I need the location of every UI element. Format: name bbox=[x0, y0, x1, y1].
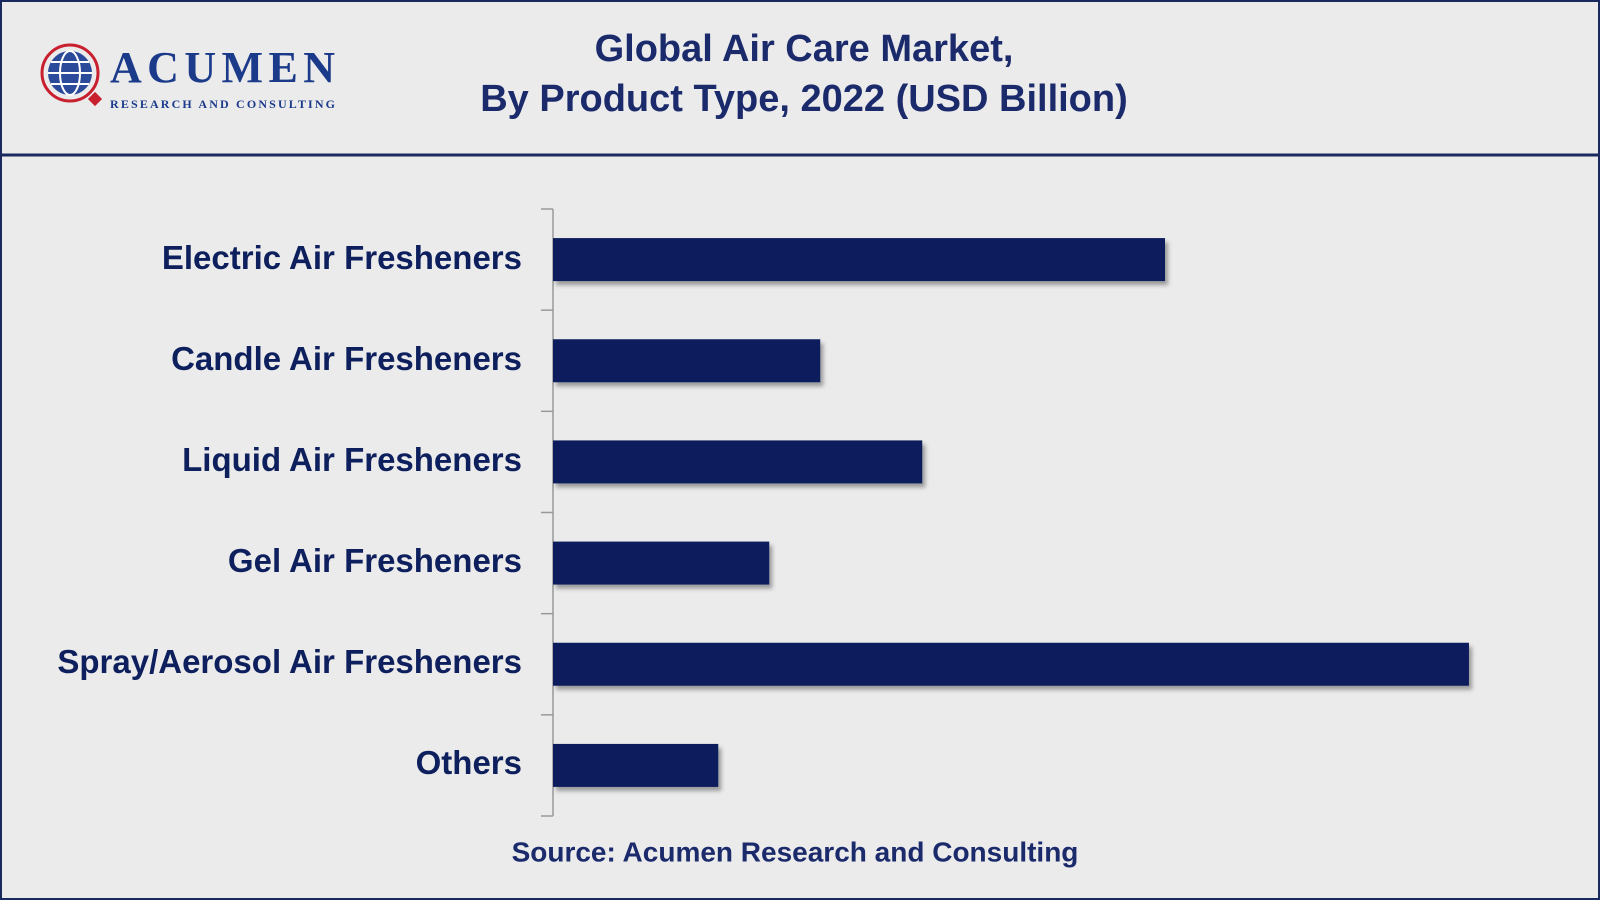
bar bbox=[553, 642, 1469, 686]
y-tick-label: Spray/Aerosol Air Fresheners bbox=[57, 643, 522, 681]
bar bbox=[553, 541, 770, 585]
y-tick-label: Candle Air Fresheners bbox=[171, 339, 522, 377]
chart-title: By Product Type, 2022 (USD Billion) bbox=[480, 78, 1128, 120]
logo-globe bbox=[40, 43, 103, 107]
bar bbox=[553, 743, 719, 787]
y-tick-label: Liquid Air Fresheners bbox=[182, 440, 522, 478]
source-note: Source: Acumen Research and Consulting bbox=[512, 836, 1079, 867]
bar bbox=[553, 238, 1165, 282]
bar bbox=[553, 440, 923, 484]
chart-title: Global Air Care Market, bbox=[595, 28, 1014, 70]
y-tick-label: Gel Air Fresheners bbox=[227, 542, 522, 580]
y-tick-label: Electric Air Fresheners bbox=[161, 238, 522, 276]
logo-tagline: RESEARCH AND CONSULTING bbox=[110, 97, 335, 111]
bar bbox=[553, 339, 821, 383]
y-tick-label: Others bbox=[415, 744, 522, 782]
logo-name: ACUMEN bbox=[110, 43, 335, 92]
